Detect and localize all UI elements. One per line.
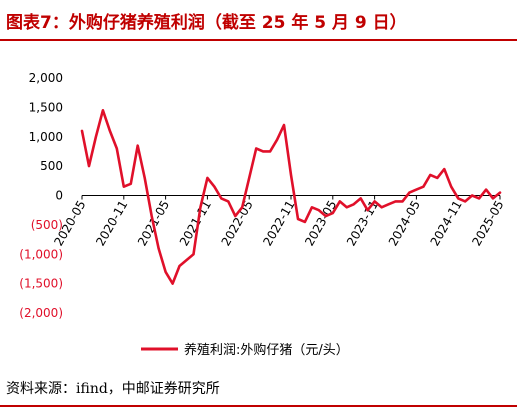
y-tick-label: 1,000 [29, 130, 63, 144]
figure-header: 图表7：外购仔猪养殖利润（截至 25 年 5 月 9 日） [0, 0, 517, 41]
y-tick-label: 1,500 [29, 100, 63, 114]
bottom-divider [0, 405, 517, 407]
figure-title: 图表7：外购仔猪养殖利润（截至 25 年 5 月 9 日） [6, 13, 407, 33]
x-tick-label: 2023-05 [302, 198, 339, 248]
x-axis: 2020-05 2020-11 2021-05 2021-11 2022-05 2022-… [51, 195, 507, 248]
y-tick-label: 2,000 [29, 71, 63, 85]
x-tick-label: 2025-05 [469, 198, 506, 248]
x-tick-label: 2022-11 [260, 198, 297, 248]
x-tick-label: 2020-11 [93, 198, 130, 248]
title-divider [0, 39, 517, 41]
y-tick-label: 0 [55, 189, 63, 203]
x-tick-label: 2022-05 [219, 198, 256, 248]
y-axis: 2,000 1,500 1,000 500 0 (500) (1,000) (1,500) (2… [19, 71, 63, 320]
legend: 养殖利润:外购仔猪（元/头） [141, 342, 349, 358]
x-tick-label: 2024-11 [428, 198, 465, 248]
y-tick-label: (1,000) [19, 247, 63, 261]
series-layer [80, 109, 502, 285]
y-tick-label: 500 [40, 159, 63, 173]
source-note: 资料来源：ifind，中邮证券研究所 [6, 381, 220, 397]
x-tick-label: 2024-05 [386, 198, 423, 248]
legend-label: 养殖利润:外购仔猪（元/头） [184, 342, 349, 358]
series-line [80, 109, 502, 285]
y-tick-label: (500) [31, 218, 63, 232]
y-tick-label: (2,000) [19, 306, 63, 320]
y-tick-label: (1,500) [19, 277, 63, 291]
profit-line-chart: 2,000 1,500 1,000 500 0 (500) (1,000) (1,500) (2… [19, 71, 507, 358]
